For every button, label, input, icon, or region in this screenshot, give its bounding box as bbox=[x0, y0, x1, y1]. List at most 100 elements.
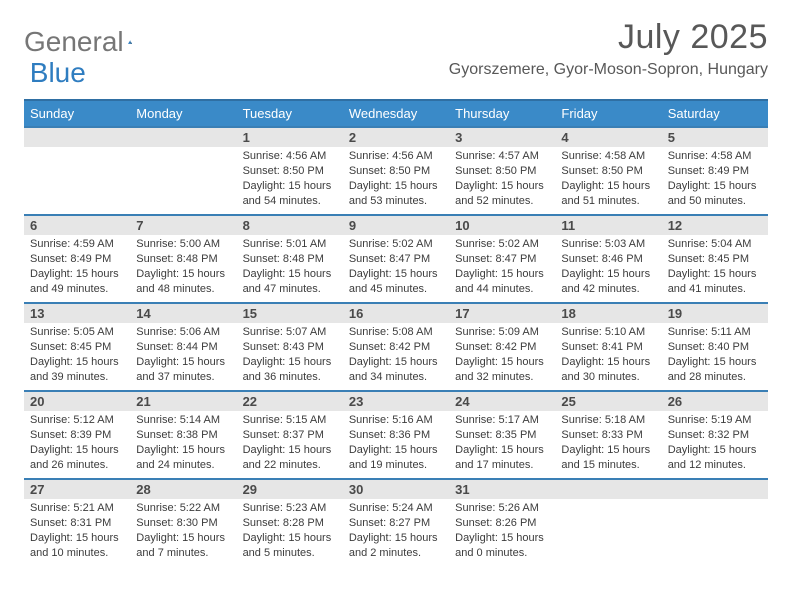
daylight-line: Daylight: 15 hours and 53 minutes. bbox=[349, 179, 443, 209]
week-row: 20Sunrise: 5:12 AMSunset: 8:39 PMDayligh… bbox=[24, 390, 768, 478]
day-cell: 31Sunrise: 5:26 AMSunset: 8:26 PMDayligh… bbox=[449, 480, 555, 566]
day-number: 26 bbox=[662, 392, 768, 411]
day-body: Sunrise: 5:15 AMSunset: 8:37 PMDaylight:… bbox=[237, 411, 343, 476]
sunset-line: Sunset: 8:36 PM bbox=[349, 428, 443, 443]
day-cell: 2Sunrise: 4:56 AMSunset: 8:50 PMDaylight… bbox=[343, 128, 449, 214]
day-cell: 17Sunrise: 5:09 AMSunset: 8:42 PMDayligh… bbox=[449, 304, 555, 390]
sunrise-line: Sunrise: 5:19 AM bbox=[668, 413, 762, 428]
daylight-line: Daylight: 15 hours and 45 minutes. bbox=[349, 267, 443, 297]
day-body: Sunrise: 5:05 AMSunset: 8:45 PMDaylight:… bbox=[24, 323, 130, 388]
day-number: 13 bbox=[24, 304, 130, 323]
day-body bbox=[662, 499, 768, 505]
day-number: 23 bbox=[343, 392, 449, 411]
day-number: 6 bbox=[24, 216, 130, 235]
daylight-line: Daylight: 15 hours and 36 minutes. bbox=[243, 355, 337, 385]
daylight-line: Daylight: 15 hours and 47 minutes. bbox=[243, 267, 337, 297]
sunset-line: Sunset: 8:42 PM bbox=[349, 340, 443, 355]
calendar: SundayMondayTuesdayWednesdayThursdayFrid… bbox=[24, 99, 768, 566]
day-cell: 16Sunrise: 5:08 AMSunset: 8:42 PMDayligh… bbox=[343, 304, 449, 390]
day-body: Sunrise: 5:01 AMSunset: 8:48 PMDaylight:… bbox=[237, 235, 343, 300]
sunrise-line: Sunrise: 5:11 AM bbox=[668, 325, 762, 340]
day-body: Sunrise: 5:18 AMSunset: 8:33 PMDaylight:… bbox=[555, 411, 661, 476]
dow-cell: Monday bbox=[130, 101, 236, 126]
day-cell bbox=[130, 128, 236, 214]
sunrise-line: Sunrise: 4:58 AM bbox=[668, 149, 762, 164]
day-number: 11 bbox=[555, 216, 661, 235]
sunrise-line: Sunrise: 5:17 AM bbox=[455, 413, 549, 428]
daylight-line: Daylight: 15 hours and 30 minutes. bbox=[561, 355, 655, 385]
month-title: July 2025 bbox=[449, 18, 768, 57]
day-number: 7 bbox=[130, 216, 236, 235]
daylight-line: Daylight: 15 hours and 50 minutes. bbox=[668, 179, 762, 209]
daylight-line: Daylight: 15 hours and 5 minutes. bbox=[243, 531, 337, 561]
sunrise-line: Sunrise: 4:56 AM bbox=[349, 149, 443, 164]
day-cell: 30Sunrise: 5:24 AMSunset: 8:27 PMDayligh… bbox=[343, 480, 449, 566]
day-cell bbox=[662, 480, 768, 566]
daylight-line: Daylight: 15 hours and 19 minutes. bbox=[349, 443, 443, 473]
sunrise-line: Sunrise: 5:01 AM bbox=[243, 237, 337, 252]
day-cell: 23 Sunrise: 5:16 AMSunset: 8:36 PMDayligh… bbox=[343, 392, 449, 478]
day-cell: 25Sunrise: 5:18 AMSunset: 8:33 PMDayligh… bbox=[555, 392, 661, 478]
sunrise-line: Sunrise: 5:21 AM bbox=[30, 501, 124, 516]
day-cell bbox=[24, 128, 130, 214]
day-cell: 3Sunrise: 4:57 AMSunset: 8:50 PMDaylight… bbox=[449, 128, 555, 214]
sunset-line: Sunset: 8:27 PM bbox=[349, 516, 443, 531]
sunset-line: Sunset: 8:32 PM bbox=[668, 428, 762, 443]
logo-text-general: General bbox=[24, 26, 124, 58]
day-body: Sunrise: 5:02 AMSunset: 8:47 PMDaylight:… bbox=[449, 235, 555, 300]
sunset-line: Sunset: 8:42 PM bbox=[455, 340, 549, 355]
day-cell: 24Sunrise: 5:17 AMSunset: 8:35 PMDayligh… bbox=[449, 392, 555, 478]
week-row: 6Sunrise: 4:59 AMSunset: 8:49 PMDaylight… bbox=[24, 214, 768, 302]
day-body: Sunrise: 4:56 AMSunset: 8:50 PMDaylight:… bbox=[343, 147, 449, 212]
day-body: Sunrise: 5:26 AMSunset: 8:26 PMDaylight:… bbox=[449, 499, 555, 564]
sunrise-line: Sunrise: 5:09 AM bbox=[455, 325, 549, 340]
sunrise-line: Sunrise: 4:58 AM bbox=[561, 149, 655, 164]
day-number: 28 bbox=[130, 480, 236, 499]
dow-cell: Wednesday bbox=[343, 101, 449, 126]
sunrise-line: Sunrise: 5:10 AM bbox=[561, 325, 655, 340]
day-body: Sunrise: 5:08 AMSunset: 8:42 PMDaylight:… bbox=[343, 323, 449, 388]
daylight-line: Daylight: 15 hours and 44 minutes. bbox=[455, 267, 549, 297]
logo-triangle-icon bbox=[128, 31, 132, 53]
location: Gyorszemere, Gyor-Moson-Sopron, Hungary bbox=[449, 61, 768, 79]
sunset-line: Sunset: 8:28 PM bbox=[243, 516, 337, 531]
day-cell: 11Sunrise: 5:03 AMSunset: 8:46 PMDayligh… bbox=[555, 216, 661, 302]
daylight-line: Daylight: 15 hours and 54 minutes. bbox=[243, 179, 337, 209]
day-cell: 20Sunrise: 5:12 AMSunset: 8:39 PMDayligh… bbox=[24, 392, 130, 478]
day-body: Sunrise: 5:24 AMSunset: 8:27 PMDaylight:… bbox=[343, 499, 449, 564]
sunrise-line: Sunrise: 5:16 AM bbox=[349, 413, 443, 428]
day-number: 16 bbox=[343, 304, 449, 323]
daylight-line: Daylight: 15 hours and 34 minutes. bbox=[349, 355, 443, 385]
day-body: Sunrise: 5:11 AMSunset: 8:40 PMDaylight:… bbox=[662, 323, 768, 388]
daylight-line: Daylight: 15 hours and 51 minutes. bbox=[561, 179, 655, 209]
sunset-line: Sunset: 8:46 PM bbox=[561, 252, 655, 267]
day-number: 25 bbox=[555, 392, 661, 411]
sunset-line: Sunset: 8:47 PM bbox=[349, 252, 443, 267]
daylight-line: Daylight: 15 hours and 52 minutes. bbox=[455, 179, 549, 209]
sunrise-line: Sunrise: 5:02 AM bbox=[349, 237, 443, 252]
day-number: 2 bbox=[343, 128, 449, 147]
day-body: Sunrise: 5:09 AMSunset: 8:42 PMDaylight:… bbox=[449, 323, 555, 388]
day-body: Sunrise: 4:57 AMSunset: 8:50 PMDaylight:… bbox=[449, 147, 555, 212]
day-number bbox=[662, 480, 768, 499]
sunset-line: Sunset: 8:48 PM bbox=[243, 252, 337, 267]
day-cell: 14Sunrise: 5:06 AMSunset: 8:44 PMDayligh… bbox=[130, 304, 236, 390]
sunrise-line: Sunrise: 5:22 AM bbox=[136, 501, 230, 516]
sunset-line: Sunset: 8:50 PM bbox=[243, 164, 337, 179]
daylight-line: Daylight: 15 hours and 48 minutes. bbox=[136, 267, 230, 297]
sunset-line: Sunset: 8:44 PM bbox=[136, 340, 230, 355]
day-cell: 5Sunrise: 4:58 AMSunset: 8:49 PMDaylight… bbox=[662, 128, 768, 214]
sunset-line: Sunset: 8:40 PM bbox=[668, 340, 762, 355]
sunset-line: Sunset: 8:37 PM bbox=[243, 428, 337, 443]
day-body: Sunrise: 5:23 AMSunset: 8:28 PMDaylight:… bbox=[237, 499, 343, 564]
daylight-line: Daylight: 15 hours and 42 minutes. bbox=[561, 267, 655, 297]
day-body: Sunrise: 5:21 AMSunset: 8:31 PMDaylight:… bbox=[24, 499, 130, 564]
day-cell: 9Sunrise: 5:02 AMSunset: 8:47 PMDaylight… bbox=[343, 216, 449, 302]
day-cell: 8Sunrise: 5:01 AMSunset: 8:48 PMDaylight… bbox=[237, 216, 343, 302]
day-body: Sunrise: 5:14 AMSunset: 8:38 PMDaylight:… bbox=[130, 411, 236, 476]
daylight-line: Daylight: 15 hours and 0 minutes. bbox=[455, 531, 549, 561]
dow-cell: Sunday bbox=[24, 101, 130, 126]
sunrise-line: Sunrise: 5:07 AM bbox=[243, 325, 337, 340]
sunrise-line: Sunrise: 5:02 AM bbox=[455, 237, 549, 252]
days-of-week-header: SundayMondayTuesdayWednesdayThursdayFrid… bbox=[24, 99, 768, 126]
